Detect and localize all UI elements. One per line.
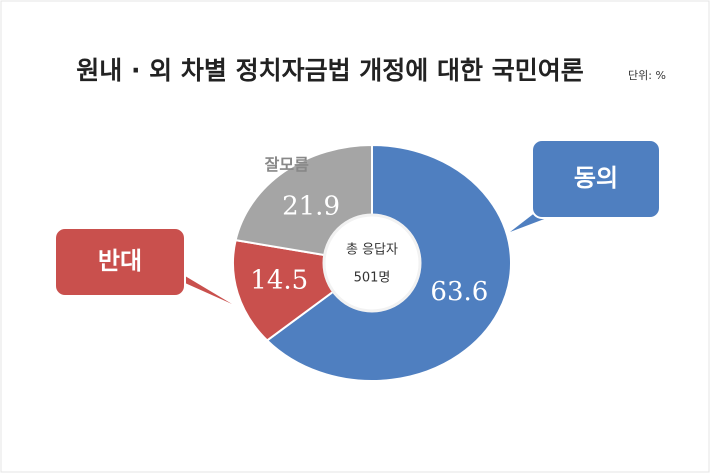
category-label: 잘모름 bbox=[265, 155, 309, 174]
center-label: 501명 bbox=[354, 271, 391, 286]
center-label: 총 응답자 bbox=[346, 243, 398, 258]
chart-title: 원내 · 외 차별 정치자금법 개정에 대한 국민여론 bbox=[76, 56, 583, 85]
callout-box bbox=[531, 139, 661, 219]
donut-hole bbox=[322, 213, 422, 313]
category-label: 반대 bbox=[98, 247, 142, 275]
callout-box bbox=[54, 227, 186, 297]
value-label: 63.6 bbox=[430, 277, 488, 307]
unit-label: 단위: % bbox=[628, 69, 666, 82]
callout-tail bbox=[175, 270, 232, 304]
value-label: 21.9 bbox=[282, 191, 340, 221]
value-label: 14.5 bbox=[250, 266, 308, 296]
category-label: 동의 bbox=[574, 164, 618, 192]
